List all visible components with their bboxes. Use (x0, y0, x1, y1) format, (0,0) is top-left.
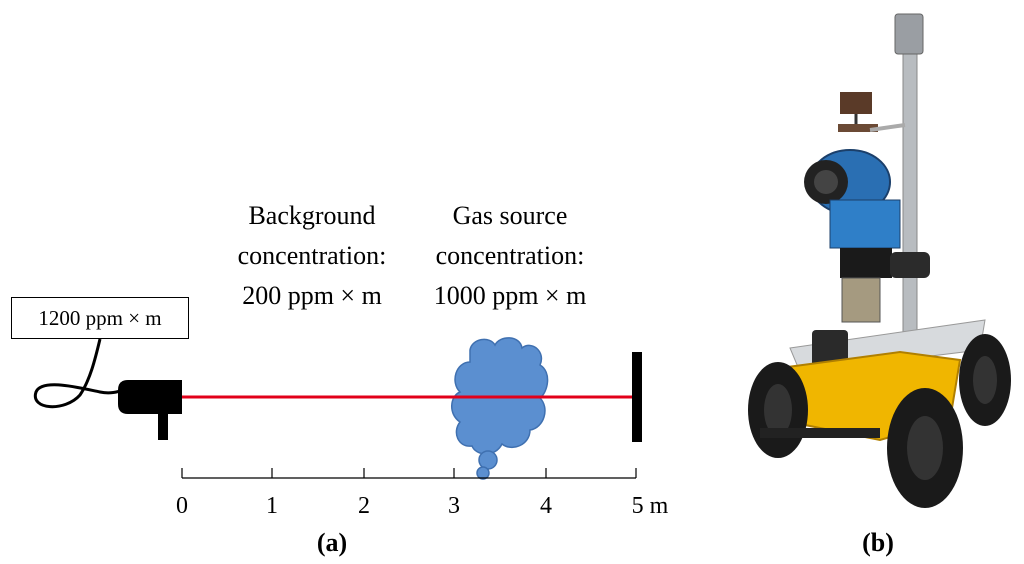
gas-plume-icon (451, 337, 549, 480)
panel-b-label: (b) (862, 528, 894, 557)
gas-source-label-line1: Gas source (452, 201, 568, 230)
scale-tick-label: 0 (176, 493, 188, 519)
sensor-cable (33, 338, 123, 409)
distance-scale (181, 468, 637, 479)
laser-sensor-icon (118, 380, 182, 440)
background-label-line1: Background (248, 201, 376, 230)
scale-tick-label: 3 (448, 493, 460, 519)
scale-tick-label: 5 m (631, 493, 669, 519)
background-label-line2: concentration: (237, 241, 387, 270)
gas-source-label-line2: concentration: (435, 241, 585, 270)
reflector (632, 352, 642, 442)
background-label-line3: 200 ppm × m (242, 281, 382, 310)
scale-tick-label: 2 (358, 493, 370, 519)
scale-tick-label: 4 (540, 493, 552, 519)
sensor-reading-box: 1200 ppm × m (11, 297, 189, 339)
robot-image (748, 13, 1011, 508)
panel-a-label: (a) (316, 528, 348, 557)
scale-tick-label: 1 (266, 493, 278, 519)
gas-source-label-line3: 1000 ppm × m (433, 281, 587, 310)
